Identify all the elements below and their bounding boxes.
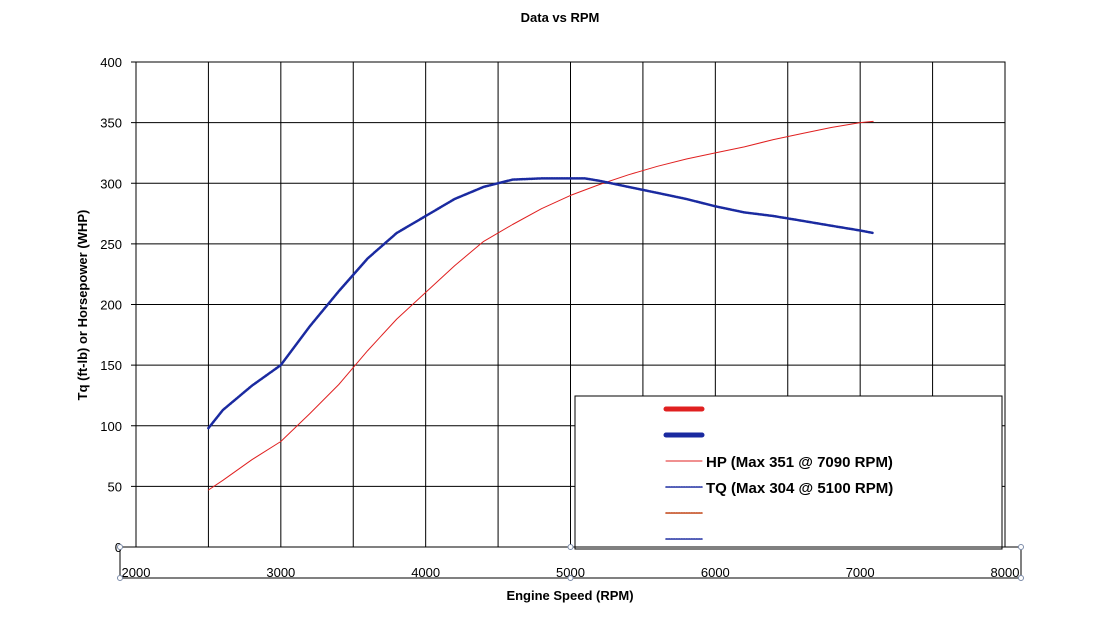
y-tick-label: 250 [100, 237, 122, 252]
legend-label: HP (Max 351 @ 7090 RPM) [706, 454, 893, 471]
x-tick-label: 2000 [122, 565, 151, 580]
selection-handle [1018, 575, 1024, 581]
legend: HP (Max 351 @ 7090 RPM) TQ (Max 304 @ 510… [574, 395, 1003, 550]
y-axis-title: Tq (ft-lb) or Horsepower (WHP) [75, 210, 90, 401]
selection-handle [117, 575, 123, 581]
selection-handle [567, 575, 574, 581]
x-axis-selection[interactable] [117, 544, 1024, 581]
selection-handle [117, 544, 123, 550]
y-tick-label: 400 [100, 55, 122, 70]
series-line-tq [207, 177, 875, 430]
y-tick-label: 350 [100, 116, 122, 131]
x-tick-label: 4000 [411, 565, 440, 580]
selection-handle [567, 544, 574, 550]
y-tick-label: 150 [100, 358, 122, 373]
axes: 0501001502002503003504002000300040005000… [100, 55, 1019, 580]
x-tick-label: 5000 [556, 565, 585, 580]
x-tick-label: 7000 [846, 565, 875, 580]
y-tick-label: 300 [100, 176, 122, 191]
x-tick-label: 6000 [701, 565, 730, 580]
selection-handle [1018, 544, 1024, 550]
y-tick-label: 200 [100, 298, 122, 313]
y-tick-label: 100 [100, 419, 122, 434]
x-tick-label: 8000 [991, 565, 1020, 580]
series-layer [207, 120, 875, 491]
x-axis-title: Engine Speed (RPM) [506, 588, 633, 603]
series-line-hp [207, 120, 874, 491]
x-tick-label: 3000 [266, 565, 295, 580]
y-tick-label: 50 [108, 479, 122, 494]
legend-label: TQ (Max 304 @ 5100 RPM) [706, 480, 893, 497]
legend-box [574, 395, 1003, 550]
chart-title: Data vs RPM [521, 10, 600, 25]
